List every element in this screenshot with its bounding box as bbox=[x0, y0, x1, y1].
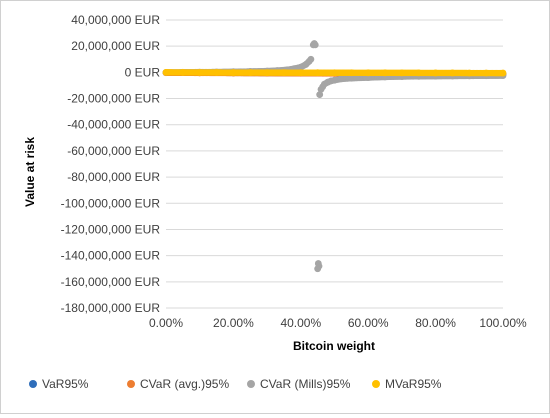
legend-marker bbox=[247, 380, 255, 388]
legend-label: CVaR (avg.)95% bbox=[140, 377, 229, 391]
y-axis-tick-labels: 40,000,000 EUR 20,000,000 EUR 0 EUR -20,000… bbox=[61, 13, 161, 315]
data-point bbox=[347, 74, 355, 82]
x-axis-title: Bitcoin weight bbox=[293, 339, 375, 353]
data-point bbox=[246, 69, 254, 76]
y-tick-label: 40,000,000 EUR bbox=[71, 13, 160, 27]
data-point bbox=[398, 69, 406, 77]
data-point bbox=[347, 69, 355, 77]
data-point bbox=[415, 69, 423, 77]
y-tick-label: -40,000,000 EUR bbox=[67, 118, 160, 132]
data-point bbox=[316, 91, 324, 99]
x-tick-label: 60.00% bbox=[348, 316, 389, 330]
data-point bbox=[499, 69, 507, 77]
data-point bbox=[381, 69, 389, 77]
data-point bbox=[179, 69, 187, 76]
legend-marker bbox=[29, 380, 37, 388]
y-tick-label: -100,000,000 EUR bbox=[61, 196, 161, 210]
data-point bbox=[465, 69, 473, 77]
y-tick-label: -60,000,000 EUR bbox=[67, 144, 160, 158]
legend: VaR95% CVaR (avg.)95% CVaR (Mills)95% MVaR9… bbox=[29, 377, 442, 391]
data-point bbox=[449, 69, 456, 77]
x-tick-label: 100.00% bbox=[479, 316, 527, 330]
data-point bbox=[196, 69, 204, 76]
data-point bbox=[230, 69, 237, 76]
data-point bbox=[297, 63, 305, 71]
legend-label: VaR95% bbox=[42, 377, 89, 391]
data-point bbox=[297, 69, 305, 77]
y-axis-title: Value at risk bbox=[23, 137, 37, 207]
data-point bbox=[331, 69, 338, 77]
y-tick-label: -80,000,000 EUR bbox=[67, 170, 160, 184]
data-point bbox=[213, 69, 220, 76]
data-point bbox=[314, 69, 322, 77]
data-point bbox=[482, 69, 490, 77]
series-layer bbox=[162, 40, 507, 273]
legend-marker bbox=[127, 380, 135, 388]
legend-item: VaR95% bbox=[29, 377, 89, 391]
legend-item: CVaR (avg.)95% bbox=[127, 377, 229, 391]
x-tick-label: 0.00% bbox=[149, 316, 183, 330]
x-axis-tick-labels: 0.00% 20.00% 40.00% 60.00% 80.00% 100.00% bbox=[149, 316, 527, 330]
y-tick-label: 0 EUR bbox=[125, 65, 161, 79]
legend-marker bbox=[372, 380, 380, 388]
legend-label: CVaR (Mills)95% bbox=[260, 377, 351, 391]
legend-item: CVaR (Mills)95% bbox=[247, 377, 351, 391]
data-point bbox=[432, 69, 439, 77]
y-tick-label: -120,000,000 EUR bbox=[61, 222, 161, 236]
data-point bbox=[331, 76, 338, 84]
data-point bbox=[280, 69, 288, 77]
gridlines bbox=[166, 19, 503, 309]
y-tick-label: -20,000,000 EUR bbox=[67, 92, 160, 106]
legend-item: MVaR95% bbox=[372, 377, 442, 391]
data-point bbox=[337, 75, 345, 83]
y-tick-label: -180,000,000 EUR bbox=[61, 301, 161, 315]
y-tick-label: -160,000,000 EUR bbox=[61, 275, 161, 289]
x-tick-label: 40.00% bbox=[280, 316, 321, 330]
data-point bbox=[307, 55, 315, 63]
x-tick-label: 20.00% bbox=[213, 316, 254, 330]
data-point bbox=[162, 68, 170, 76]
data-point bbox=[315, 262, 323, 270]
y-tick-label: 20,000,000 EUR bbox=[71, 39, 160, 53]
x-tick-label: 80.00% bbox=[415, 316, 456, 330]
legend-label: MVaR95% bbox=[385, 377, 442, 391]
data-point bbox=[311, 41, 319, 49]
y-tick-label: -140,000,000 EUR bbox=[61, 249, 161, 263]
data-point bbox=[263, 69, 271, 77]
data-point bbox=[364, 69, 372, 77]
series-3 bbox=[162, 68, 507, 77]
